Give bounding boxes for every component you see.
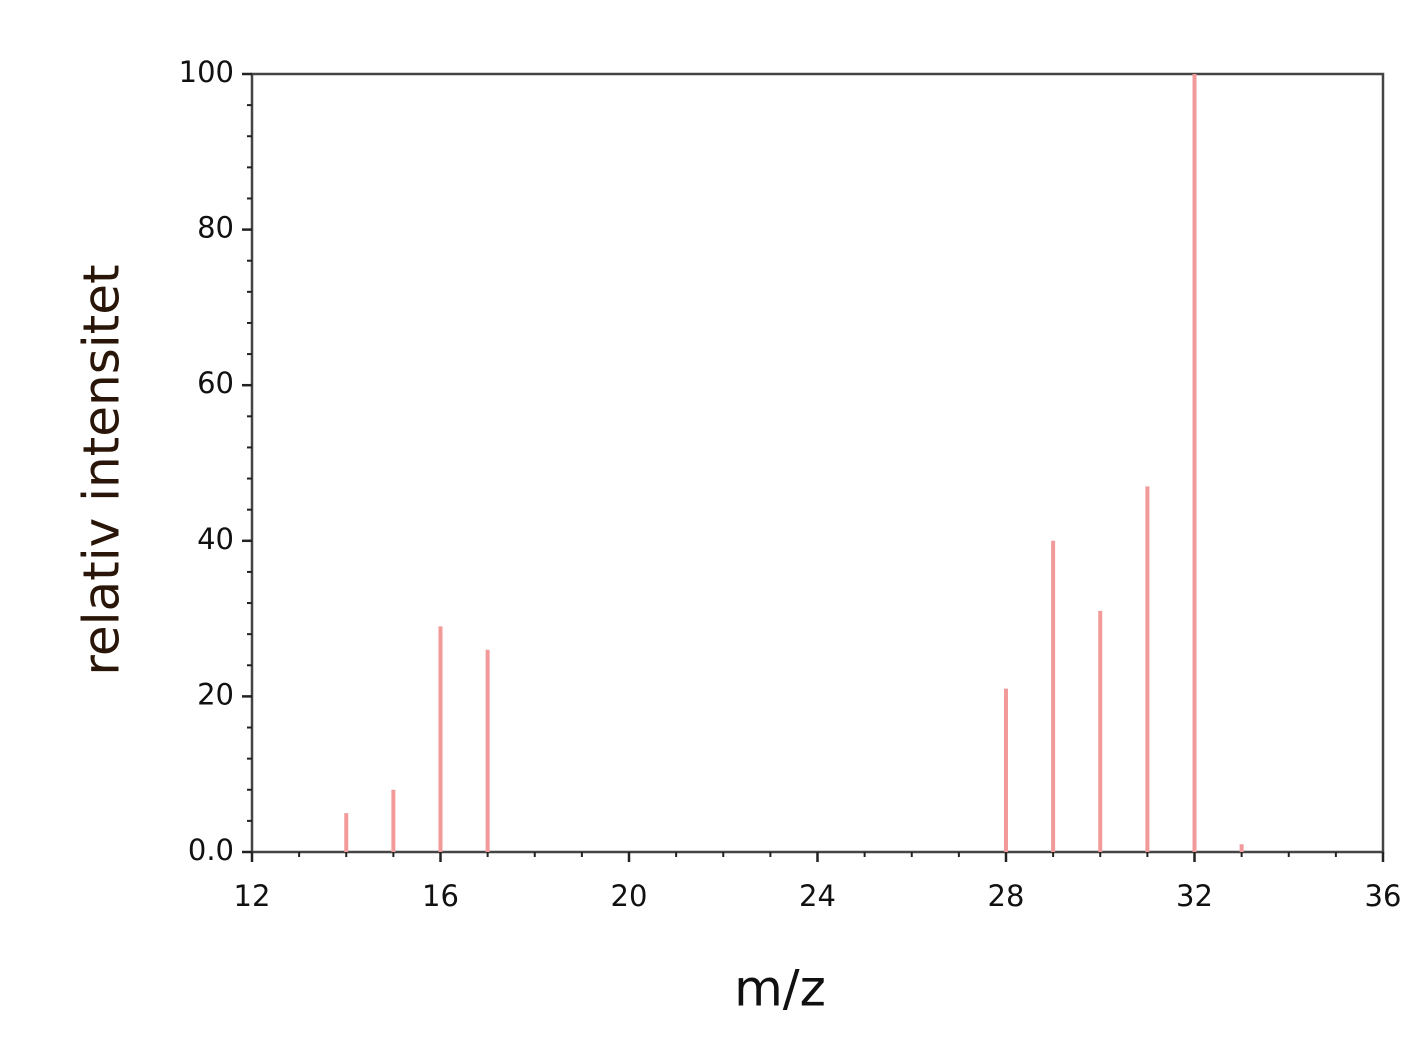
x-tick-label: 24: [799, 879, 836, 913]
plot-frame: [250, 72, 1385, 854]
y-tick-label: 20: [197, 677, 234, 711]
y-tick-label: 80: [197, 211, 234, 245]
x-axis-label: m/z: [734, 960, 826, 1018]
y-tick-label: 100: [179, 55, 234, 89]
x-tick-label: 28: [988, 879, 1025, 913]
x-tick-label: 20: [611, 879, 648, 913]
x-tick-label: 12: [234, 879, 271, 913]
y-tick-label: 0.0: [188, 833, 234, 867]
y-tick-label: 60: [197, 366, 234, 400]
y-tick-label: 40: [197, 522, 234, 556]
x-tick-label: 16: [422, 879, 459, 913]
x-tick-label: 36: [1365, 879, 1402, 913]
x-tick-label: 32: [1176, 879, 1213, 913]
y-axis-label: relativ intensitet: [73, 264, 131, 675]
